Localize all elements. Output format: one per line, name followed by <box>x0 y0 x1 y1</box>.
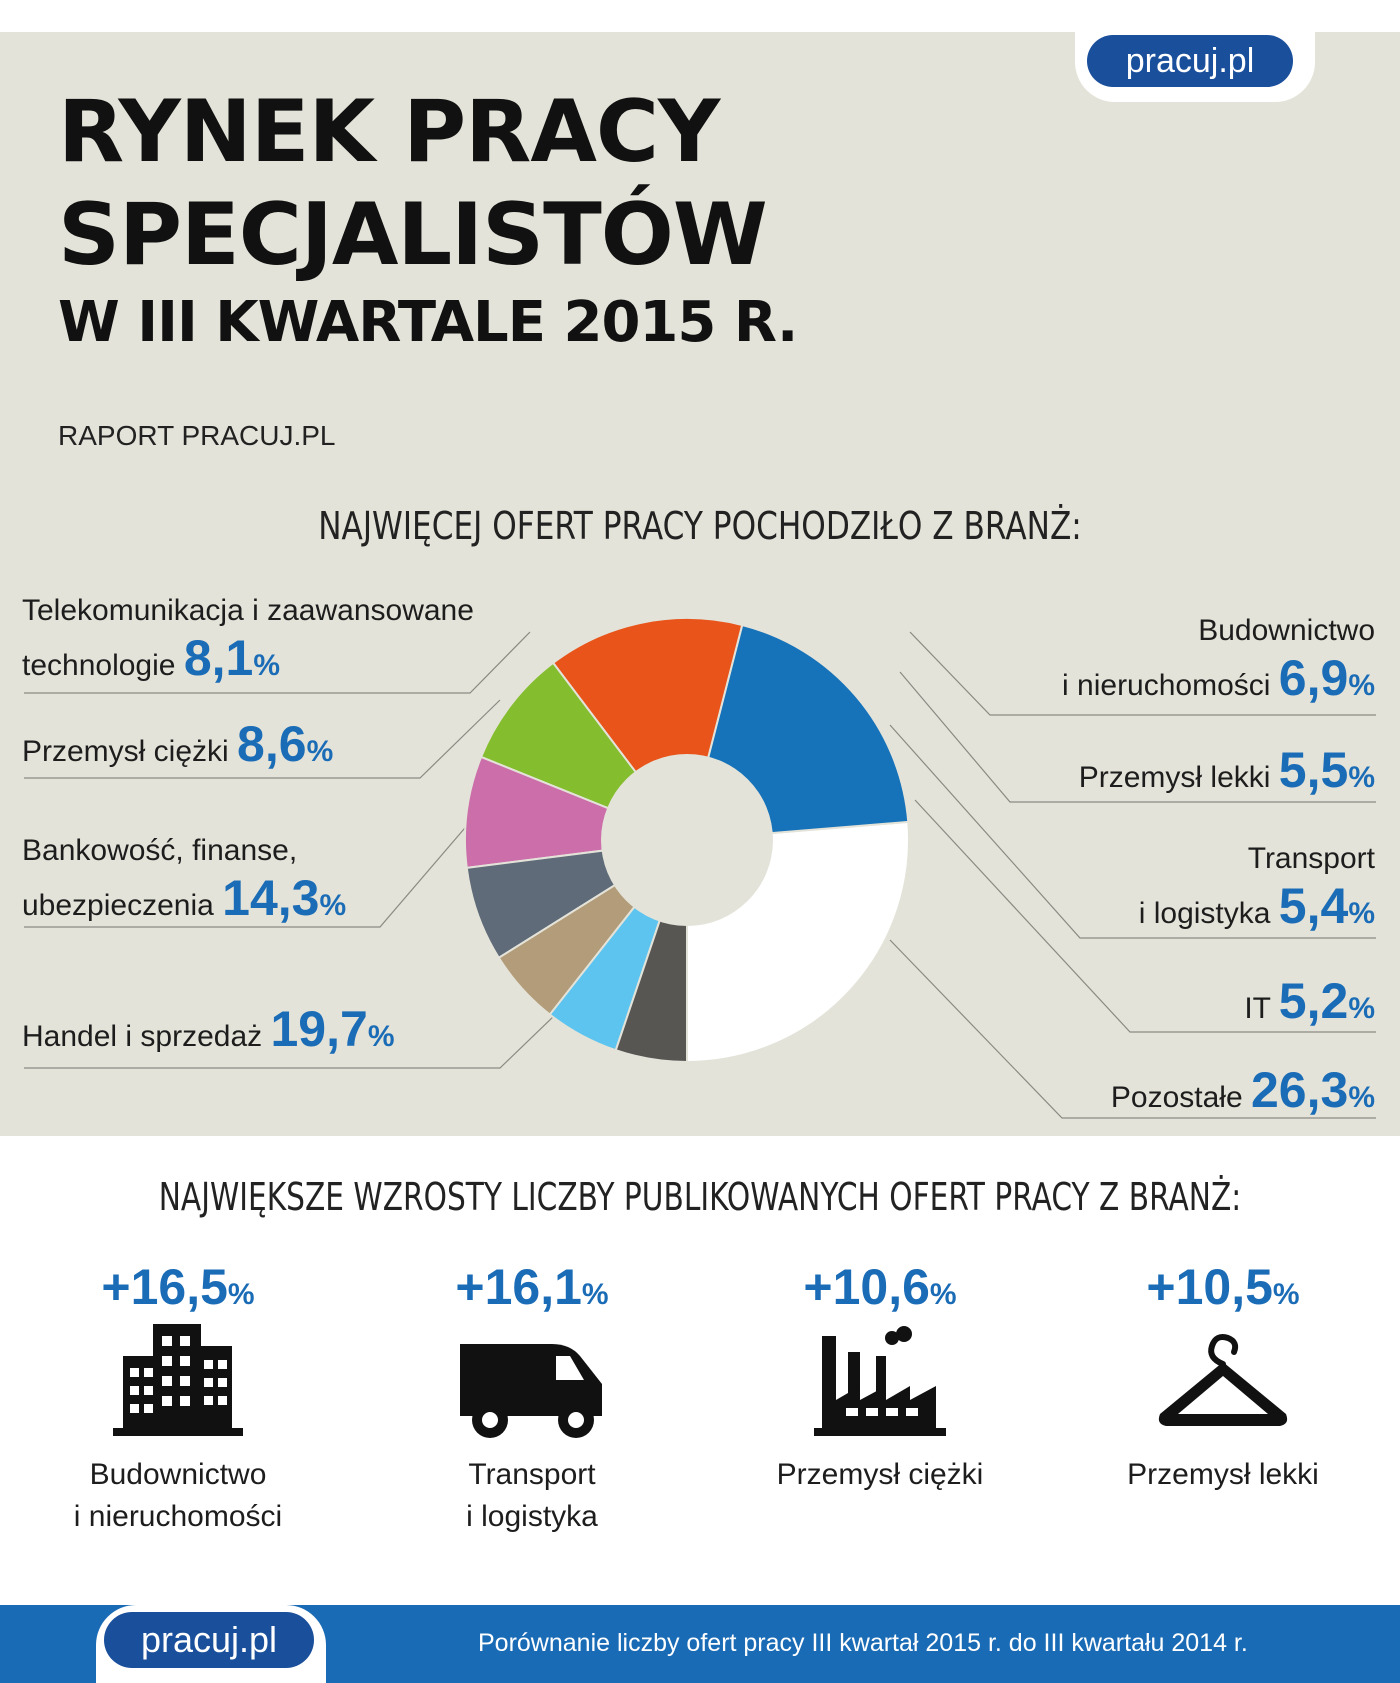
percent-sign: % <box>1348 669 1375 702</box>
value-it: 5,2 <box>1278 973 1349 1029</box>
label-telekom-line2: technologie <box>22 649 176 682</box>
title-line-3: W III KWARTALE 2015 R. <box>58 290 798 355</box>
label-telekom-line1: Telekomunikacja i zaawansowane <box>22 594 474 627</box>
growth-name: Budownictwo i nieruchomości <box>73 1458 283 1533</box>
percent-sign: % <box>253 649 281 682</box>
brand-logo[interactable]: pracuj.pl <box>1087 35 1293 87</box>
growth-item: +16,1% Transport i logistyka <box>362 1258 702 1538</box>
percent-sign: % <box>1272 1278 1300 1311</box>
title-line-1: RYNEK PRACY <box>58 82 720 182</box>
percent-sign: % <box>306 735 334 768</box>
growth-item: +16,5% Budownictwo i nieruchomości <box>8 1258 348 1538</box>
leader-line <box>914 799 1376 1033</box>
industry-donut-chart <box>24 617 1376 1119</box>
percent-sign: % <box>1348 761 1375 794</box>
leader-line <box>899 671 1376 803</box>
label-lekki: Przemysł lekki 5,5% <box>1079 744 1375 804</box>
label-handel-text: Handel i sprzedaż <box>22 1020 263 1053</box>
section-heading-growth: NAJWIĘKSZE WZROSTY LICZBY PUBLIKOWANYCH … <box>158 1175 1242 1219</box>
percent-sign: % <box>1348 897 1375 930</box>
percent-sign: % <box>319 889 347 922</box>
percent-sign: % <box>367 1020 395 1053</box>
growth-name: Transport i logistyka <box>466 1458 598 1533</box>
label-bank-line2: ubezpieczenia <box>22 889 214 922</box>
leader-lines <box>24 631 1376 1119</box>
label-transport-line2: i logistyka <box>1138 897 1271 930</box>
footer-logo[interactable]: pracuj.pl <box>104 1612 314 1668</box>
label-budow: Budownictwo i nieruchomości 6,9% <box>1062 610 1375 712</box>
percent-sign: % <box>1348 992 1375 1025</box>
label-transport: Transport i logistyka 5,4% <box>1139 838 1375 940</box>
leader-line <box>24 631 531 694</box>
value-budow: 6,9 <box>1278 650 1349 706</box>
label-bank: Bankowość, finanse, ubezpieczenia 14,3% <box>22 830 346 932</box>
buildings-icon <box>113 1324 243 1436</box>
growth-name: Przemysł lekki <box>1127 1458 1319 1491</box>
growth-item: +10,5% Przemysł lekki <box>1053 1258 1393 1496</box>
label-lekki-text: Przemysł lekki <box>1078 761 1271 794</box>
percent-sign: % <box>581 1278 609 1311</box>
percent-sign: % <box>227 1278 255 1311</box>
factory-icon <box>814 1326 946 1436</box>
leader-line <box>24 821 471 928</box>
label-pozostale-text: Pozostałe <box>1110 1081 1243 1114</box>
leader-line <box>24 699 501 779</box>
label-ciezki-text: Przemysł ciężki <box>22 735 229 768</box>
leader-line <box>889 939 1376 1119</box>
percent-sign: % <box>929 1278 957 1311</box>
leader-line <box>24 1014 556 1069</box>
label-budow-line2: i nieruchomości <box>1062 669 1271 702</box>
percent-sign: % <box>1348 1081 1375 1114</box>
value-transport: 5,4 <box>1278 878 1349 934</box>
growth-value: +10,6 <box>803 1259 930 1315</box>
footer-note: Porównanie liczby ofert pracy III kwarta… <box>478 1629 1248 1657</box>
hanger-icon <box>1158 1334 1288 1426</box>
value-telekom: 8,1 <box>183 630 254 686</box>
report-source: RAPORT PRACUJ.PL <box>58 420 336 451</box>
value-bank: 14,3 <box>222 870 320 926</box>
growth-item: +10,6% Przemysł ciężki <box>710 1258 1050 1496</box>
growth-name: Przemysł ciężki <box>776 1458 984 1491</box>
label-ciezki: Przemysł ciężki 8,6% <box>22 718 333 778</box>
donut-hole <box>601 754 773 926</box>
label-it: IT 5,2% <box>1244 975 1375 1035</box>
section-heading-industries: NAJWIĘCEJ OFERT PRACY POCHODZIŁO Z BRANŻ… <box>318 504 1082 548</box>
growth-value: +16,1 <box>455 1259 582 1315</box>
label-budow-line1: Budownictwo <box>1198 614 1375 647</box>
growth-value: +16,5 <box>101 1259 228 1315</box>
label-pozostale: Pozostałe 26,3% <box>1111 1064 1375 1124</box>
truck-icon <box>460 1344 602 1438</box>
value-ciezki: 8,6 <box>237 716 307 772</box>
leader-line <box>889 724 1376 939</box>
leader-line <box>909 631 1376 716</box>
label-bank-line1: Bankowość, finanse, <box>22 834 298 867</box>
label-telekom: Telekomunikacja i zaawansowane technolog… <box>22 590 474 692</box>
label-handel: Handel i sprzedaż 19,7% <box>22 1003 395 1063</box>
value-lekki: 5,5 <box>1278 742 1349 798</box>
label-it-text: IT <box>1244 992 1271 1025</box>
label-transport-line1: Transport <box>1247 842 1375 875</box>
title-line-2: SPECJALISTÓW <box>58 185 768 285</box>
growth-value: +10,5 <box>1146 1259 1273 1315</box>
value-handel: 19,7 <box>270 1001 368 1057</box>
value-pozostale: 26,3 <box>1250 1062 1349 1118</box>
